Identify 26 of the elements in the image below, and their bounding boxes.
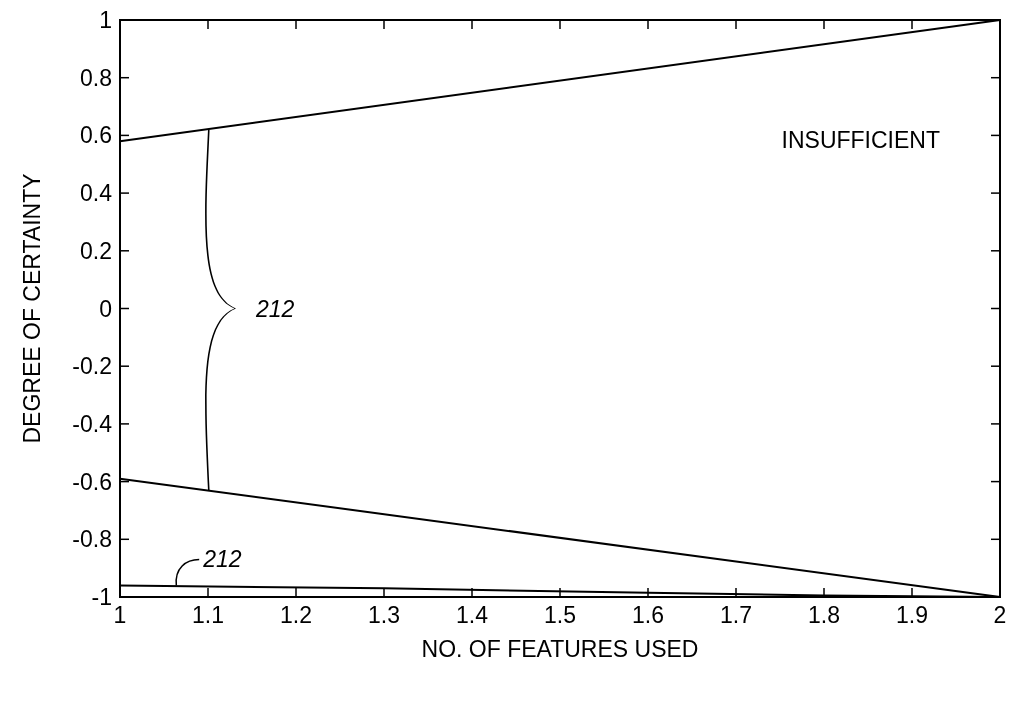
y-tick-label: -0.8 — [72, 526, 112, 553]
y-axis-title: DEGREE OF CERTAINTY — [19, 173, 45, 444]
y-tick-label: -0.2 — [72, 353, 112, 380]
y-tick-label: -0.4 — [72, 410, 113, 437]
y-tick-label: -0.6 — [72, 468, 112, 495]
x-tick-label: 1.1 — [192, 602, 224, 628]
y-tick-label: 0.8 — [80, 64, 112, 91]
annotation: 212 — [202, 546, 242, 573]
x-tick-label: 1.8 — [808, 602, 840, 628]
y-tick-label: 0.6 — [80, 122, 112, 149]
y-tick-label: 1 — [99, 7, 112, 33]
x-tick-label: 1.5 — [544, 602, 576, 628]
x-tick-label: 1.9 — [896, 602, 928, 628]
y-tick-label: 0.2 — [80, 237, 112, 264]
annotation: INSUFFICIENT — [781, 127, 940, 153]
x-tick-label: 1.3 — [368, 602, 400, 628]
x-tick-label: 1.7 — [720, 602, 752, 628]
x-tick-label: 1.6 — [632, 602, 664, 628]
y-tick-label: 0 — [99, 295, 112, 322]
x-tick-label: 2 — [993, 602, 1007, 628]
y-tick-label: -1 — [91, 584, 112, 610]
x-tick-label: 1.4 — [456, 602, 489, 628]
x-axis-title: NO. OF FEATURES USED — [421, 636, 699, 662]
annotation: 212 — [255, 295, 295, 322]
y-tick-label: 0.4 — [80, 180, 113, 207]
x-tick-label: 1.2 — [280, 602, 312, 628]
